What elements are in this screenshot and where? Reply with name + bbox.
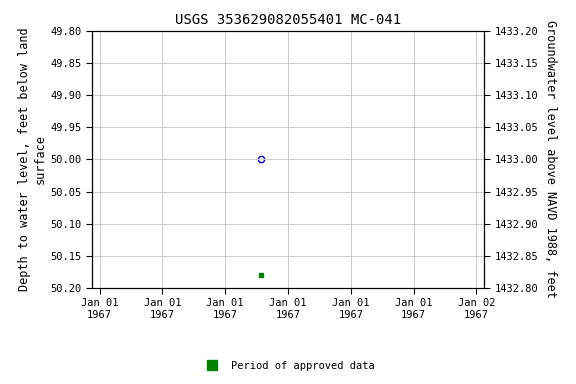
Title: USGS 353629082055401 MC-041: USGS 353629082055401 MC-041: [175, 13, 401, 27]
Y-axis label: Depth to water level, feet below land
surface: Depth to water level, feet below land su…: [18, 28, 46, 291]
Y-axis label: Groundwater level above NAVD 1988, feet: Groundwater level above NAVD 1988, feet: [544, 20, 558, 298]
Legend: Period of approved data: Period of approved data: [198, 357, 378, 375]
